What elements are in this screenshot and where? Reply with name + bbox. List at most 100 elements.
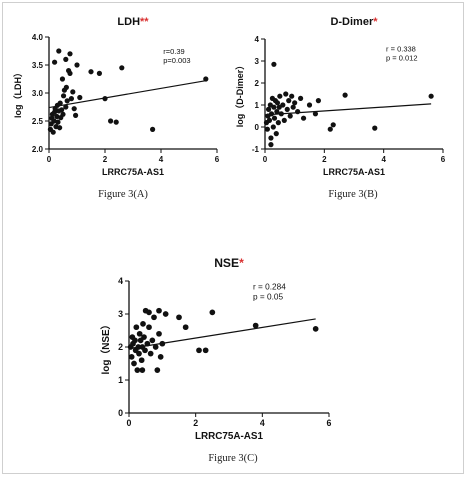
- chart-nse: NSE* 0 1 2 3 4 0 2 4 6 LRRC75A-AS1 log（NSE） r = 0.28…: [99, 256, 332, 442]
- data-point: [157, 354, 164, 360]
- x-tick-label: 2: [322, 155, 327, 164]
- data-point: [266, 117, 273, 123]
- data-point: [132, 337, 138, 344]
- y-tick-label: 2: [118, 342, 123, 352]
- y-tick-label: 4: [118, 276, 123, 286]
- chart-title: D-Dimer*: [330, 16, 378, 28]
- data-point: [68, 96, 74, 102]
- data-point: [286, 98, 292, 104]
- data-point: [292, 100, 298, 106]
- data-point: [287, 113, 293, 119]
- y-tick-label: 0: [255, 123, 260, 132]
- x-axis-label: LRRC75A-AS1: [102, 167, 164, 177]
- data-point: [274, 100, 281, 106]
- data-point: [330, 122, 336, 128]
- data-point: [64, 98, 70, 104]
- data-point: [63, 104, 69, 110]
- data-point: [63, 56, 69, 63]
- data-point: [57, 100, 63, 106]
- data-point: [51, 118, 57, 124]
- data-point: [136, 350, 142, 357]
- data-point: [274, 109, 280, 115]
- stat-r: r=0.39: [163, 47, 184, 56]
- data-point: [252, 322, 259, 329]
- data-point: [151, 314, 157, 321]
- data-point: [372, 125, 378, 131]
- x-tick-label: 2: [103, 155, 108, 164]
- caption-a: Figure 3(A): [98, 189, 148, 200]
- stat-r: r = 0.284: [253, 283, 286, 292]
- significance-mark: **: [140, 16, 149, 28]
- data-point: [283, 91, 289, 97]
- data-point: [298, 95, 304, 101]
- y-tick-label: 2.0: [32, 145, 44, 154]
- y-tick-label: 2: [255, 79, 260, 88]
- y-tick-label: 3: [255, 57, 260, 66]
- significance-mark: *: [373, 16, 378, 28]
- data-point: [268, 142, 274, 148]
- x-tick-label: 4: [159, 155, 164, 164]
- data-point: [142, 347, 148, 354]
- data-point: [139, 367, 146, 373]
- data-point: [271, 61, 277, 67]
- x-tick-label: 0: [263, 155, 268, 164]
- data-point: [152, 344, 159, 350]
- data-point: [273, 131, 279, 137]
- y-tick-label: 3: [118, 309, 123, 319]
- data-point: [74, 62, 80, 68]
- data-point: [162, 311, 169, 317]
- data-point: [300, 115, 307, 121]
- data-point: [154, 367, 161, 373]
- stat-p: p = 0.05: [253, 293, 283, 302]
- data-point: [52, 59, 58, 65]
- data-point: [209, 309, 216, 316]
- data-point: [327, 126, 333, 132]
- data-point: [59, 107, 65, 113]
- data-point: [150, 126, 156, 132]
- y-tick-label: 0: [118, 408, 123, 418]
- data-point: [315, 98, 321, 104]
- data-point: [60, 93, 67, 99]
- x-tick-label: 6: [441, 155, 446, 164]
- data-point: [281, 117, 287, 123]
- x-tick-label: 6: [327, 418, 332, 428]
- data-point: [275, 120, 281, 126]
- data-point: [67, 51, 73, 57]
- figure-3: LDH** 2.0 2.5 3.0 3.5 4.0 0 2 4 6 LRRC75A-AS1 log（L…: [2, 2, 464, 474]
- data-point: [196, 347, 202, 354]
- y-tick-label: 1: [118, 375, 123, 385]
- y-tick-label: 3.0: [32, 89, 44, 98]
- x-axis-label: LRRC75A-AS1: [323, 167, 385, 177]
- caption-c: Figure 3(C): [208, 453, 258, 464]
- data-point: [131, 360, 137, 367]
- data-point: [271, 115, 278, 121]
- data-point: [265, 106, 272, 112]
- y-axis-label: log（NSE）: [99, 320, 112, 375]
- y-tick-label: -1: [252, 145, 260, 154]
- data-point: [268, 135, 274, 141]
- data-point: [50, 129, 56, 135]
- data-point: [312, 111, 319, 117]
- data-point: [67, 70, 73, 76]
- data-point: [96, 70, 102, 76]
- x-tick-label: 4: [381, 155, 386, 164]
- y-tick-label: 1: [255, 101, 260, 110]
- data-point: [202, 347, 209, 354]
- data-point: [140, 321, 146, 327]
- data-point: [71, 106, 77, 112]
- data-point: [271, 104, 277, 110]
- significance-mark: *: [239, 256, 244, 270]
- y-tick-label: 4.0: [32, 33, 44, 42]
- data-point: [277, 93, 283, 99]
- data-point: [146, 309, 152, 316]
- x-tick-label: 4: [260, 418, 265, 428]
- y-tick-label: 2.5: [32, 117, 44, 126]
- data-point: [63, 84, 69, 90]
- data-point: [156, 330, 162, 337]
- data-point: [108, 118, 114, 124]
- data-point: [57, 125, 63, 131]
- x-axis-label: LRRC75A-AS1: [195, 431, 264, 442]
- data-point: [182, 324, 189, 331]
- y-axis-label: log（LDH）: [13, 68, 23, 118]
